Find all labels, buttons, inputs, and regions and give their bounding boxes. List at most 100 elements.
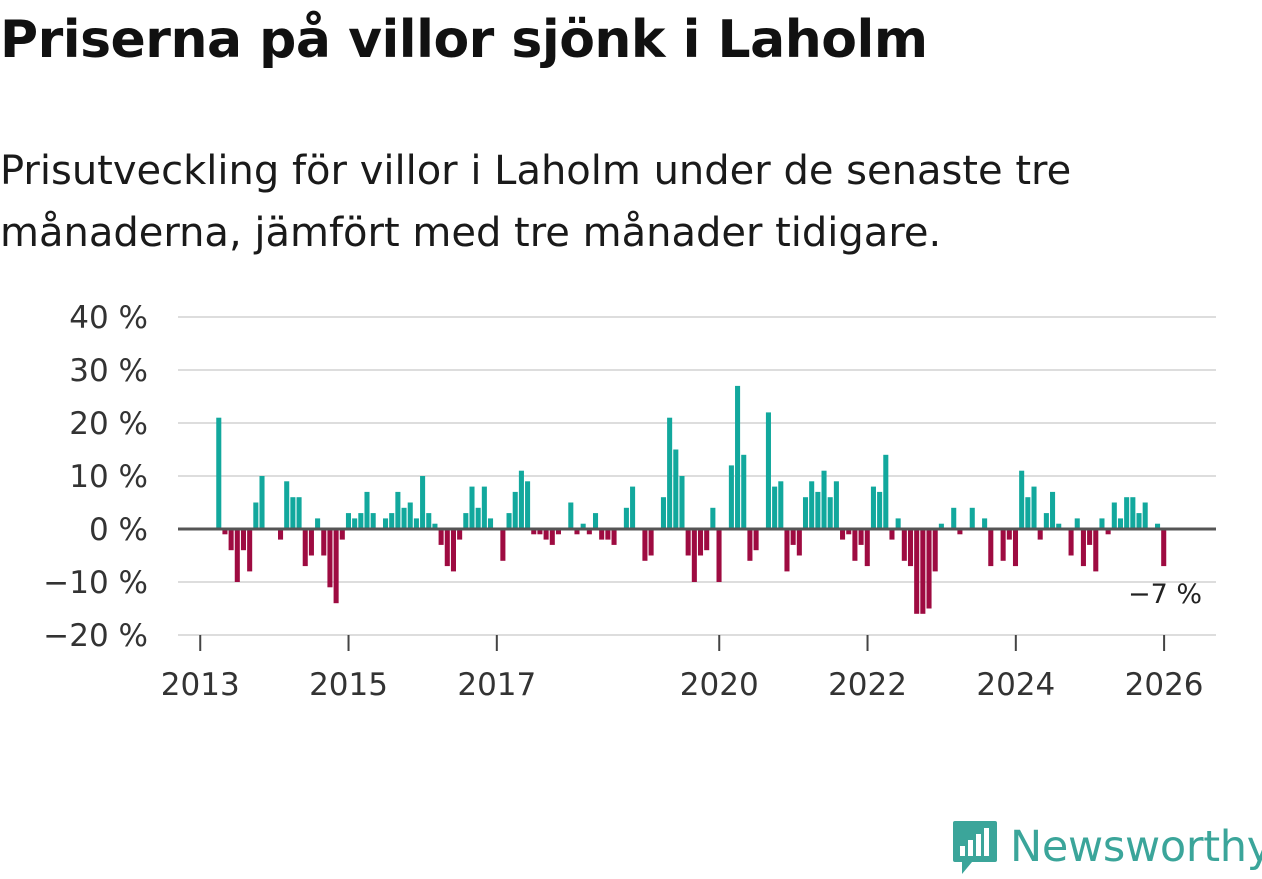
- bar: [660, 497, 666, 529]
- bar: [327, 529, 333, 588]
- y-tick-label: 20 %: [69, 406, 148, 442]
- bar: [889, 529, 895, 540]
- price-change-chart: 40 %30 %20 %10 %0 %−10 %−20 % 2013 2015 20…: [43, 300, 1216, 703]
- bar: [969, 507, 975, 529]
- x-tick-label: 2026: [1125, 667, 1204, 703]
- grid-lines: [178, 316, 1216, 636]
- bar: [957, 529, 963, 535]
- bar: [537, 529, 543, 535]
- bar: [1099, 518, 1105, 529]
- bar: [772, 486, 778, 529]
- bar: [574, 529, 580, 535]
- bar: [463, 513, 469, 529]
- bar: [370, 513, 376, 529]
- brand-logo[interactable]: Newsworthy: [950, 818, 1262, 876]
- bar: [858, 529, 864, 545]
- bar: [339, 529, 345, 540]
- y-tick-label: −10 %: [43, 565, 148, 601]
- bar: [679, 476, 685, 529]
- bar: [426, 513, 432, 529]
- page-title: Priserna på villor sjönk i Laholm: [0, 10, 928, 70]
- bar: [413, 518, 419, 529]
- bar: [1043, 513, 1049, 529]
- bar: [315, 518, 321, 529]
- x-tick-label: 2024: [976, 667, 1055, 703]
- bar: [1142, 502, 1148, 529]
- bar: [364, 491, 370, 529]
- bar: [1161, 529, 1167, 567]
- bar: [815, 491, 821, 529]
- bar: [500, 529, 506, 561]
- bar: [1012, 529, 1019, 567]
- bar: [914, 529, 920, 614]
- bar: [642, 529, 648, 561]
- x-axis: 2013 2015 2017 2020 2022 2024 2026: [161, 635, 1204, 703]
- bar-series: [216, 385, 1167, 614]
- bar: [667, 417, 673, 529]
- x-tick-label: 2015: [309, 667, 388, 703]
- bar: [469, 486, 475, 529]
- bar: [1025, 497, 1031, 529]
- bar: [728, 465, 734, 529]
- bar: [809, 481, 815, 529]
- bar: [747, 529, 753, 561]
- bar: [697, 529, 704, 556]
- bar: [278, 529, 284, 540]
- bar: [852, 529, 858, 561]
- bar: [296, 497, 302, 529]
- bar: [821, 470, 827, 529]
- y-tick-label: 30 %: [69, 353, 148, 389]
- bar: [1087, 529, 1093, 545]
- bar: [907, 529, 914, 567]
- bar: [1155, 523, 1161, 529]
- bar: [432, 523, 438, 529]
- bar: [599, 529, 605, 540]
- y-tick-label: 0 %: [89, 512, 148, 548]
- bar: [901, 529, 907, 561]
- bar: [1037, 529, 1043, 540]
- bar: [1019, 470, 1025, 529]
- bar: [568, 502, 574, 529]
- bar: [630, 486, 636, 529]
- bar: [284, 481, 290, 529]
- bar: [840, 529, 846, 540]
- bar: [438, 529, 444, 545]
- bar: [444, 529, 450, 567]
- bar: [1124, 497, 1130, 529]
- bar: [1105, 529, 1111, 535]
- bar: [352, 518, 358, 529]
- bar: [302, 529, 308, 567]
- bar: [710, 507, 716, 529]
- bar: [877, 491, 883, 529]
- y-tick-label: −20 %: [43, 618, 148, 654]
- bar: [605, 529, 611, 540]
- bar: [988, 529, 994, 567]
- bar: [383, 518, 389, 529]
- bar: [407, 502, 413, 529]
- bar: [228, 529, 234, 551]
- bar: [395, 491, 401, 529]
- bar: [592, 513, 599, 529]
- x-tick-label: 2013: [161, 667, 240, 703]
- last-value-label: −7 %: [1128, 579, 1202, 610]
- bar: [475, 507, 481, 529]
- bar: [790, 529, 796, 545]
- bar: [1000, 529, 1006, 561]
- bar: [673, 449, 679, 529]
- bar: [1056, 523, 1062, 529]
- newsworthy-logo-icon: [953, 821, 997, 874]
- bar: [525, 481, 531, 529]
- bar: [450, 529, 456, 572]
- bar: [487, 518, 494, 529]
- bar: [778, 481, 784, 529]
- brand-name: Newsworthy: [1010, 822, 1262, 872]
- bar: [240, 529, 247, 551]
- bar: [735, 385, 741, 529]
- bar: [543, 529, 549, 540]
- bar: [345, 513, 351, 529]
- bar: [481, 486, 487, 529]
- bar: [1031, 486, 1037, 529]
- bar: [1080, 529, 1086, 567]
- bar: [1006, 529, 1012, 540]
- bar: [883, 454, 889, 529]
